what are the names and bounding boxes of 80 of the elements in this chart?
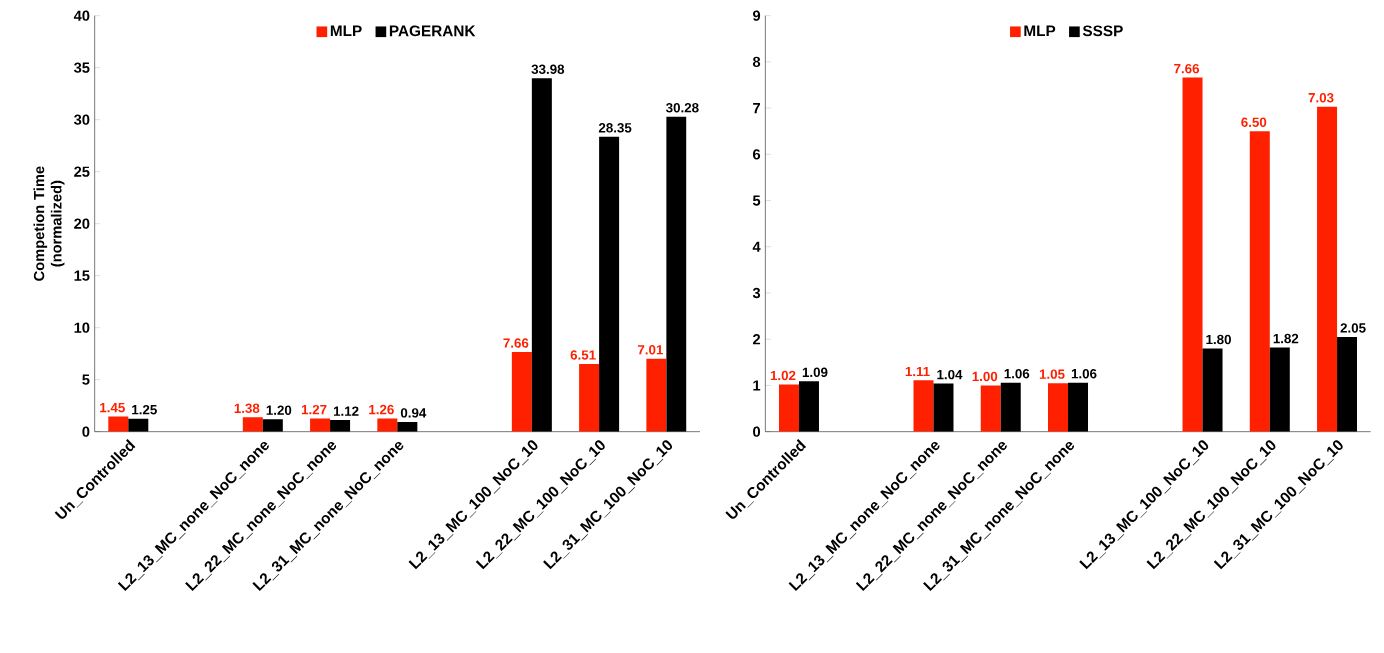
legend-label: MLP	[330, 25, 362, 37]
bar	[1202, 348, 1223, 432]
data-label: 2.05	[1340, 323, 1366, 333]
bar	[579, 363, 600, 432]
data-label: 1.05	[1039, 369, 1065, 379]
y-tick-label: 4	[752, 241, 761, 252]
y-tick-label: 9	[752, 10, 761, 21]
data-label: 1.80	[1206, 334, 1231, 345]
data-label: 1.04	[937, 369, 963, 380]
data-label: 1.45	[100, 403, 125, 413]
bar	[778, 384, 799, 432]
data-label: 28.35	[598, 123, 632, 133]
bar	[798, 381, 819, 432]
data-label: 0.94	[400, 408, 427, 418]
bar	[1269, 347, 1290, 432]
bar	[1000, 382, 1021, 432]
y-tick-label: 25	[74, 166, 90, 177]
data-label: 1.38	[234, 403, 260, 414]
bar	[128, 418, 149, 432]
data-label: 1.09	[802, 367, 828, 378]
legend-label: SSSP	[1082, 25, 1123, 37]
bar	[980, 385, 1001, 432]
data-label: 1.12	[333, 406, 359, 416]
y-tick-label: 7	[753, 103, 760, 114]
data-label: 30.28	[666, 103, 699, 113]
bar	[913, 380, 934, 432]
bar	[531, 78, 552, 432]
bar	[1337, 336, 1358, 432]
bar	[511, 352, 532, 432]
bar	[1317, 106, 1338, 432]
data-label: 7.66	[1174, 63, 1200, 74]
data-label: 33.98	[531, 64, 565, 74]
y-tick-label: 30	[73, 114, 90, 125]
bar	[330, 420, 351, 432]
bar	[1249, 131, 1270, 432]
data-label: 1.06	[1071, 368, 1097, 379]
data-label: 1.27	[301, 404, 327, 415]
y-tick-label: 0	[753, 426, 761, 437]
y-axis-title: Competion Time (normalized)	[33, 166, 65, 281]
bar	[1068, 382, 1089, 432]
bar	[646, 358, 667, 432]
y-tick-label: 6	[753, 149, 761, 160]
data-label: 7.03	[1308, 93, 1334, 103]
bar	[377, 418, 398, 432]
y-tick-label: 1	[753, 380, 761, 391]
y-tick-label: 5	[82, 374, 90, 385]
y-tick-label: 2	[752, 334, 761, 345]
data-label: 6.51	[570, 350, 596, 360]
data-label: 7.66	[503, 338, 529, 348]
y-tick-label: 8	[752, 56, 761, 68]
legend-label: PAGERANK	[389, 25, 476, 37]
y-tick-label: 5	[752, 195, 761, 206]
bar	[397, 421, 418, 432]
data-label: 1.11	[905, 366, 930, 377]
data-label: 1.06	[1004, 368, 1030, 379]
data-label: 1.02	[770, 370, 796, 381]
y-tick-label: 15	[74, 270, 90, 281]
y-tick-label: 40	[73, 10, 90, 21]
data-label: 7.01	[637, 345, 663, 355]
data-label: 6.50	[1241, 117, 1267, 127]
bar	[1048, 383, 1069, 432]
y-tick-label: 0	[82, 426, 90, 437]
y-tick-label: 20	[74, 218, 90, 229]
y-tick-label: 10	[74, 322, 90, 333]
data-label: 1.20	[266, 405, 292, 415]
bar	[666, 116, 687, 432]
bar	[933, 383, 954, 432]
legend-label: MLP	[1024, 25, 1056, 37]
data-label: 1.26	[369, 404, 394, 415]
data-label: 1.00	[972, 371, 998, 382]
bar	[262, 419, 283, 432]
data-label: 1.82	[1273, 333, 1299, 344]
y-tick-label: 35	[73, 62, 90, 73]
bar	[1182, 77, 1203, 432]
y-tick-label: 3	[752, 287, 761, 299]
bar	[310, 418, 331, 432]
data-label: 1.25	[132, 404, 157, 415]
bar	[242, 417, 263, 432]
bar	[599, 136, 620, 432]
bar	[108, 416, 129, 432]
